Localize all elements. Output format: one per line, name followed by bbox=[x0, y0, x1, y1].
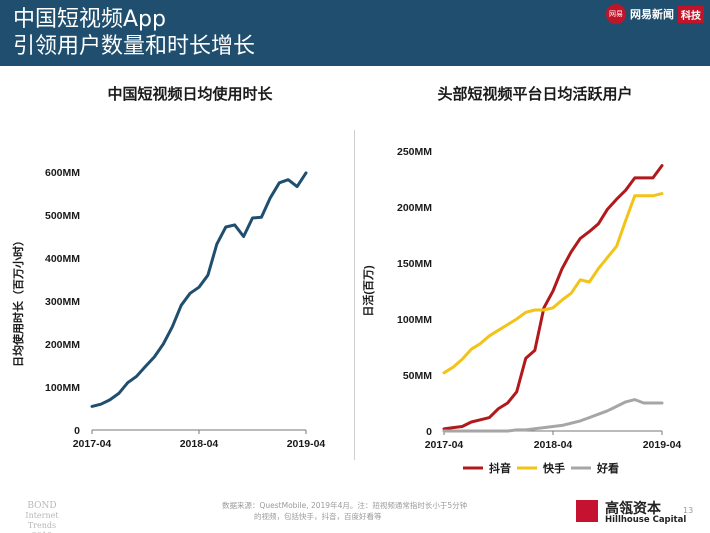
y-tick-label: 100MM bbox=[45, 382, 80, 394]
internet-trends-label: Internet Trends bbox=[25, 511, 59, 530]
series-line-日均使用时长 bbox=[90, 171, 308, 408]
y-tick-label: 50MM bbox=[403, 370, 432, 382]
y-tick-label: 0 bbox=[74, 425, 80, 437]
x-tick-label: 2019-04 bbox=[287, 438, 326, 450]
x-tick-label: 2019-04 bbox=[643, 439, 682, 451]
x-tick-label: 2018-04 bbox=[180, 438, 219, 450]
y-tick-label: 200MM bbox=[397, 202, 432, 214]
legend-label: 抖音 bbox=[489, 461, 511, 475]
x-tick-label: 2018-04 bbox=[534, 439, 573, 451]
y-tick-label: 250MM bbox=[397, 146, 432, 158]
bond-label: BOND bbox=[27, 501, 57, 511]
series-line-快手 bbox=[442, 192, 664, 375]
header-banner: 中国短视频App 引领用户数量和时长增长 网易 网易新闻 科技 bbox=[0, 0, 710, 66]
hillhouse-name-cn: 高瓴资本 bbox=[605, 501, 661, 517]
y-tick-label: 500MM bbox=[45, 210, 80, 222]
legend-label: 快手 bbox=[542, 461, 565, 475]
y-tick-label: 100MM bbox=[397, 314, 432, 326]
netease-news-brand: 网易 网易新闻 科技 bbox=[606, 4, 704, 24]
y-tick-label: 200MM bbox=[45, 339, 80, 351]
y-axis-label: 日均使用时长（百万小时） bbox=[11, 235, 25, 367]
source-line-1: 数据来源：QuestMobile, 2019年4月。注：短视频通常指时长小于5分… bbox=[222, 501, 468, 510]
chart-title: 头部短视频平台日均活跃用户 bbox=[437, 85, 632, 103]
page-number: 13 bbox=[683, 506, 694, 515]
y-tick-label: 150MM bbox=[397, 258, 432, 270]
y-tick-label: 600MM bbox=[45, 167, 80, 179]
source-note: 数据来源：QuestMobile, 2019年4月。注：短视频通常指时长小于5分… bbox=[222, 500, 482, 522]
legend-label: 好看 bbox=[596, 461, 619, 475]
y-tick-label: 0 bbox=[426, 426, 432, 438]
series-line-抖音 bbox=[442, 164, 664, 431]
y-tick-label: 400MM bbox=[45, 253, 80, 265]
netease-logo-icon: 网易 bbox=[606, 4, 626, 24]
series-line-好看 bbox=[442, 398, 664, 433]
page-title-line-2: 引领用户数量和时长增长 bbox=[13, 34, 256, 59]
hillhouse-logo-icon bbox=[576, 500, 598, 522]
page-title-line-1: 中国短视频App bbox=[13, 7, 166, 32]
bond-footer: BOND Internet Trends 2019 bbox=[12, 501, 72, 533]
brand-tag: 科技 bbox=[678, 5, 704, 23]
x-tick-label: 2017-04 bbox=[425, 439, 464, 451]
source-line-2: 的视频，包括快手，抖音，百度好看等 bbox=[254, 512, 382, 521]
y-tick-label: 300MM bbox=[45, 296, 80, 308]
brand-name: 网易新闻 bbox=[630, 8, 674, 21]
chart-divider bbox=[354, 130, 355, 460]
y-axis-label: 日活(百万) bbox=[361, 265, 375, 317]
chart-title: 中国短视频日均使用时长 bbox=[107, 85, 273, 103]
year-label: 2019 bbox=[12, 531, 72, 533]
hillhouse-name-en: Hillhouse Capital bbox=[605, 515, 687, 525]
x-tick-label: 2017-04 bbox=[73, 438, 112, 450]
